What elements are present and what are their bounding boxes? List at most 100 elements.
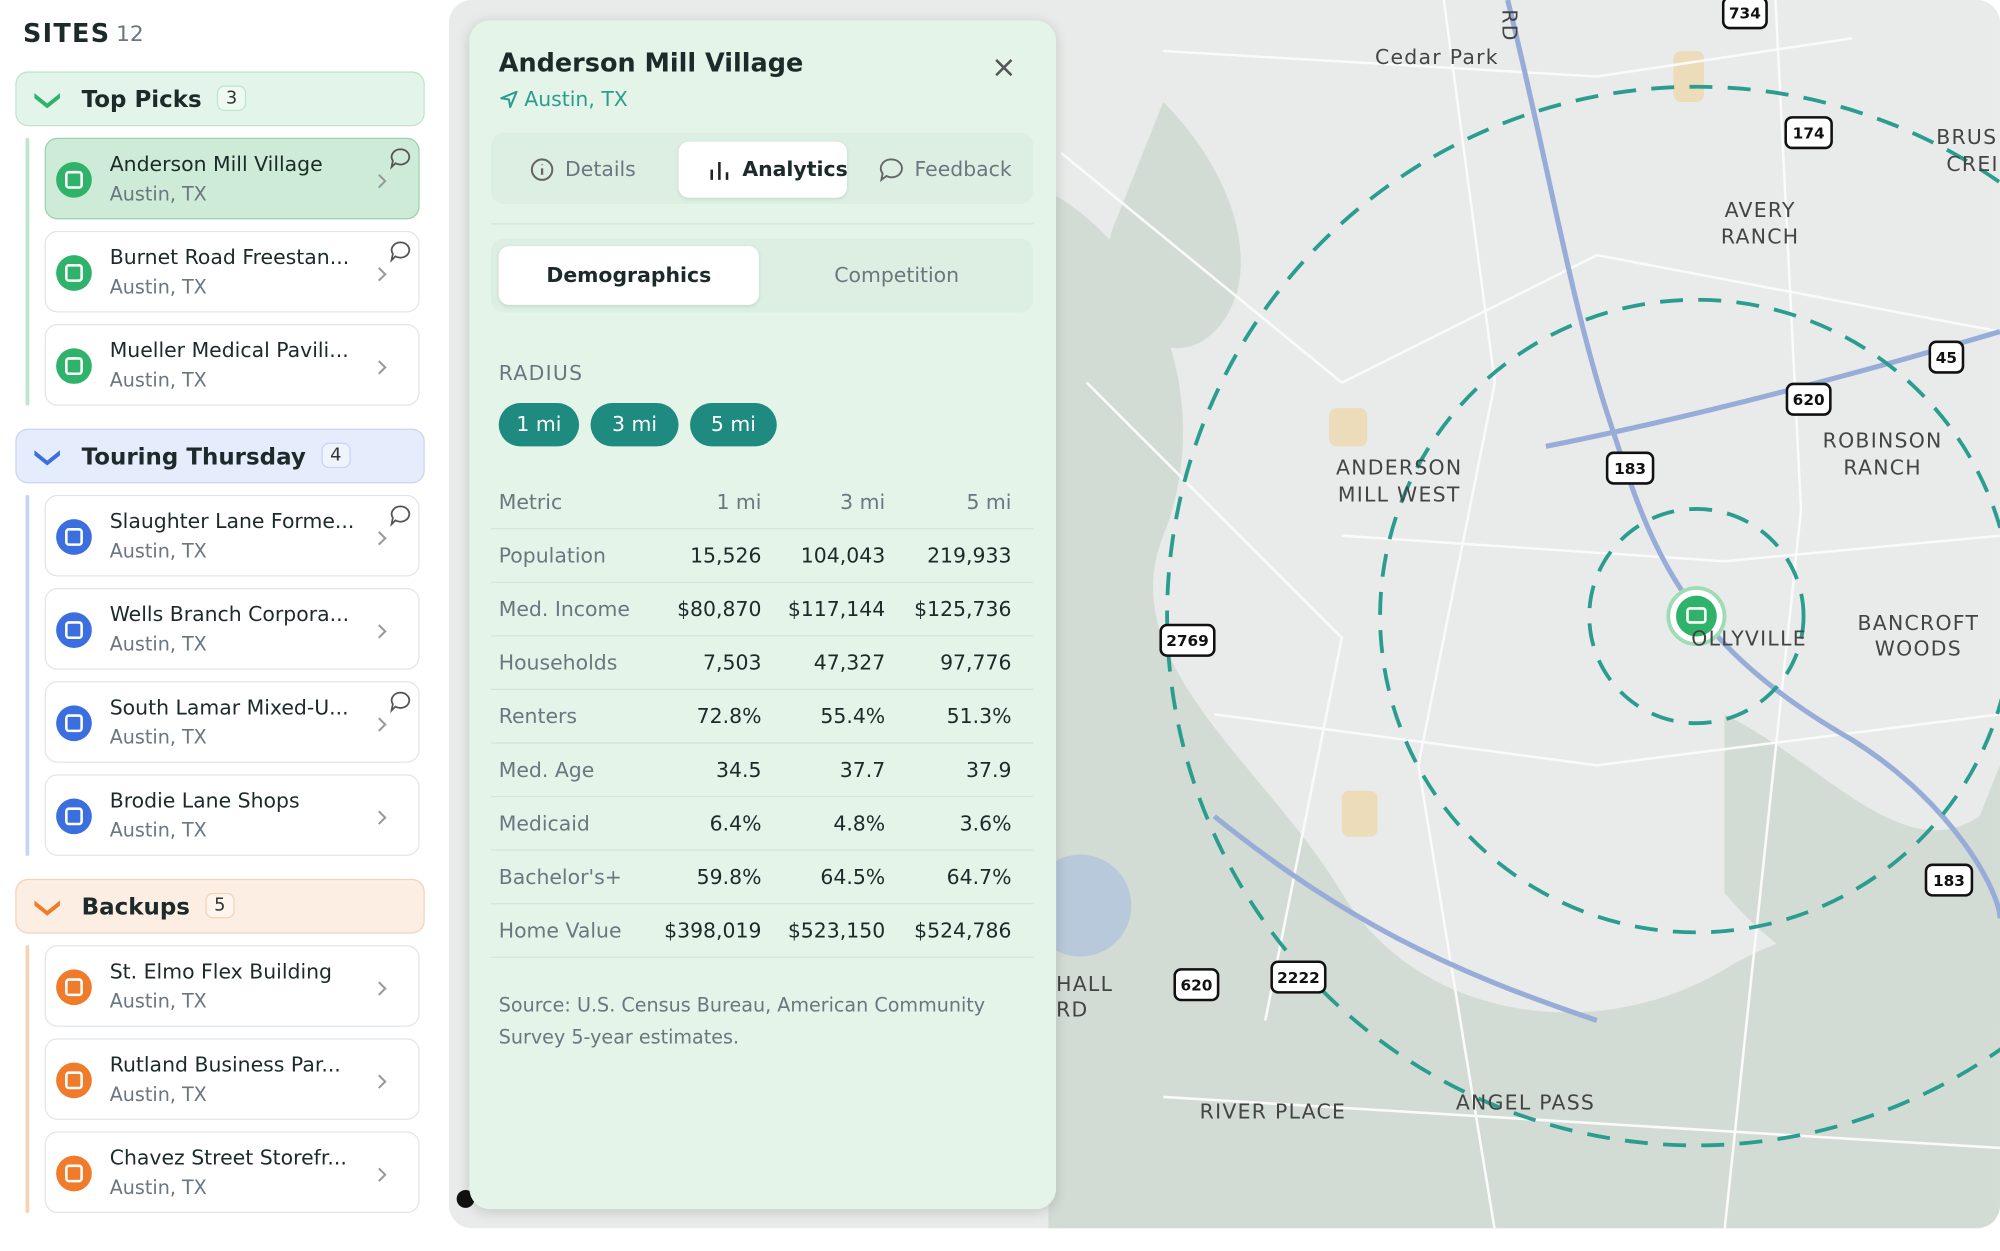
arrow bbox=[378, 810, 387, 825]
site-name: Burnet Road Freestan... bbox=[109, 244, 350, 270]
table-cell: 15,526 bbox=[690, 543, 762, 568]
site-name: Slaughter Lane Forme... bbox=[109, 508, 355, 534]
site-location: Austin, TX bbox=[109, 368, 207, 392]
site-name: Chavez Street Storefr... bbox=[109, 1145, 347, 1170]
radius-label: RADIUS bbox=[498, 360, 584, 386]
site-panel: Anderson Mill Village Austin, TX Details… bbox=[469, 20, 1057, 1210]
radius-pill[interactable]: 3 mi bbox=[590, 403, 679, 447]
table-cell: $80,870 bbox=[677, 596, 762, 622]
site-card[interactable]: Wells Branch Corpora... Austin, TX bbox=[44, 588, 420, 670]
arrow bbox=[378, 624, 387, 639]
group-header[interactable]: Touring Thursday 4 bbox=[15, 428, 425, 484]
tab[interactable]: Feedback bbox=[851, 142, 1027, 198]
site-location: Austin, TX bbox=[109, 275, 207, 299]
group-line bbox=[25, 945, 30, 1214]
site-icon bbox=[56, 255, 92, 291]
icon-bg bbox=[56, 161, 92, 198]
tab[interactable]: Details bbox=[501, 142, 680, 198]
road-shield-label: 620 bbox=[1793, 391, 1825, 409]
close-button[interactable] bbox=[992, 56, 1015, 79]
chevron-icon bbox=[34, 93, 60, 109]
table-cell: Med. Income bbox=[498, 596, 630, 622]
site-name: Wells Branch Corpora... bbox=[109, 602, 350, 627]
chevron-right bbox=[378, 717, 387, 732]
tab-label: Analytics bbox=[742, 156, 848, 182]
table-cell: $125,736 bbox=[914, 596, 1012, 622]
subtab[interactable]: Competition bbox=[834, 262, 960, 287]
site-card[interactable]: Slaughter Lane Forme... Austin, TX bbox=[44, 494, 420, 577]
chevron-right bbox=[378, 1167, 387, 1182]
site-card[interactable]: Anderson Mill Village Austin, TX bbox=[44, 137, 420, 220]
table-cell: 7,503 bbox=[703, 650, 762, 675]
road-shield bbox=[1605, 451, 1655, 485]
site-icon bbox=[56, 798, 92, 835]
row-divider bbox=[491, 635, 1034, 637]
site-card[interactable]: Mueller Medical Pavili... Austin, TX bbox=[44, 323, 420, 406]
site-icon bbox=[56, 1155, 92, 1192]
site-location: Austin, TX bbox=[109, 1176, 207, 1199]
site-location: Austin, TX bbox=[109, 539, 207, 563]
table-header-cell: 1 mi bbox=[716, 489, 762, 515]
table-cell: 4.8% bbox=[833, 811, 886, 836]
group-header[interactable]: Backups 5 bbox=[15, 878, 425, 934]
road-shield bbox=[1924, 863, 1974, 897]
site-card[interactable]: South Lamar Mixed-U... Austin, TX bbox=[44, 681, 420, 763]
comment-icon bbox=[390, 148, 411, 170]
site-name: Anderson Mill Village bbox=[109, 151, 323, 177]
row-divider bbox=[491, 903, 1034, 905]
map-label: RANCH bbox=[1721, 225, 1800, 249]
icon-glyph bbox=[65, 1071, 83, 1090]
site-card[interactable]: St. Elmo Flex Building Austin, TX bbox=[44, 945, 420, 1027]
site-card[interactable]: Rutland Business Par... Austin, TX bbox=[44, 1038, 420, 1120]
map-label: BANCROFT bbox=[1858, 611, 1980, 635]
road-shield-label: 45 bbox=[1936, 349, 1957, 367]
bubble bbox=[390, 505, 411, 527]
radius-pill[interactable]: 5 mi bbox=[690, 403, 777, 447]
radius-pill[interactable]: 1 mi bbox=[498, 403, 580, 447]
road-shield bbox=[1928, 340, 1965, 374]
table-cell: 104,043 bbox=[800, 543, 886, 568]
site-icon bbox=[56, 705, 92, 742]
table-cell: $523,150 bbox=[787, 918, 886, 943]
group-count: 5 bbox=[205, 892, 235, 919]
tab-label: Details bbox=[565, 156, 636, 182]
road-shield bbox=[1159, 623, 1216, 657]
subtab[interactable]: Demographics bbox=[498, 246, 759, 305]
road-shield-label: 2769 bbox=[1166, 632, 1209, 650]
map-label: RD bbox=[1056, 998, 1088, 1022]
site-card[interactable]: Brodie Lane Shops Austin, TX bbox=[44, 774, 420, 856]
table-cell: 64.5% bbox=[820, 864, 886, 890]
site-card[interactable]: Burnet Road Freestan... Austin, TX bbox=[44, 230, 420, 313]
tab[interactable]: Analytics bbox=[678, 141, 848, 198]
info bbox=[530, 158, 554, 181]
table-cell: 59.8% bbox=[696, 864, 762, 890]
group-name: Backups bbox=[81, 894, 190, 921]
arrow bbox=[378, 1074, 387, 1089]
table-cell: 34.5 bbox=[716, 757, 762, 782]
site-location: Austin, TX bbox=[109, 182, 207, 206]
group-name: Touring Thursday bbox=[81, 443, 306, 471]
bubble bbox=[390, 241, 411, 263]
map-label: BRUS bbox=[1936, 125, 1997, 149]
table-cell: 72.8% bbox=[696, 704, 762, 729]
table-cell: Med. Age bbox=[498, 757, 595, 782]
site-name: South Lamar Mixed-U... bbox=[109, 695, 349, 720]
table-cell: 37.7 bbox=[839, 757, 886, 782]
table-cell: Population bbox=[498, 543, 606, 568]
row-divider bbox=[491, 849, 1034, 851]
table-cell: 47,327 bbox=[813, 650, 886, 675]
table-cell: $398,019 bbox=[664, 918, 762, 943]
icon-bg bbox=[56, 612, 92, 648]
site-location: Austin, TX bbox=[109, 989, 207, 1013]
arrow bbox=[378, 360, 387, 375]
arrow bbox=[378, 267, 387, 282]
comment-icon bbox=[390, 505, 411, 527]
road-shield bbox=[1785, 382, 1832, 416]
icon-glyph bbox=[65, 807, 83, 826]
panel-title: Anderson Mill Village bbox=[498, 47, 804, 78]
table-cell: Renters bbox=[498, 704, 578, 729]
site-card[interactable]: Chavez Street Storefr... Austin, TX bbox=[44, 1131, 420, 1214]
table-cell: 97,776 bbox=[940, 650, 1012, 675]
group-header[interactable]: Top Picks 3 bbox=[15, 71, 425, 127]
